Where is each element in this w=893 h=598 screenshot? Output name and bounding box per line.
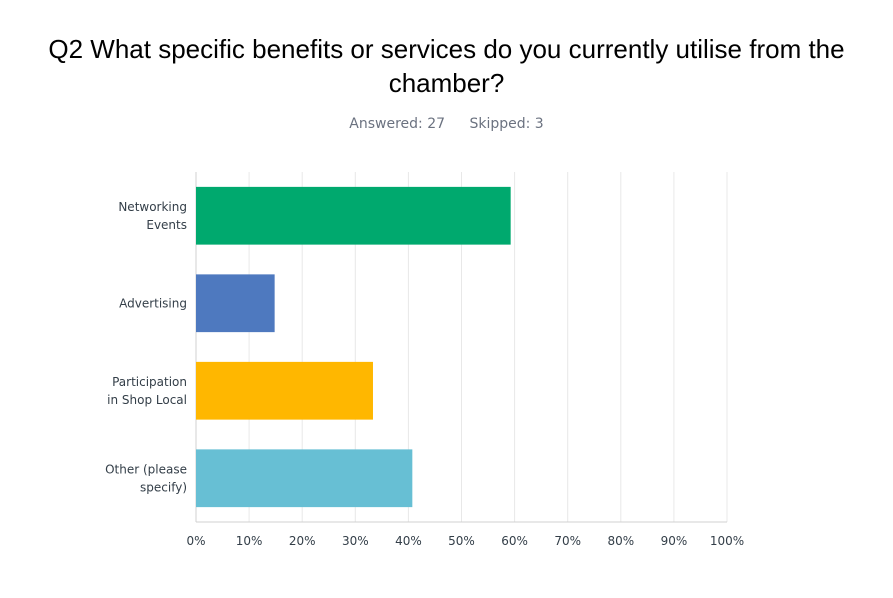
category-label: Participation bbox=[112, 375, 187, 389]
x-tick-label: 90% bbox=[661, 534, 688, 548]
skipped-count: Skipped: 3 bbox=[469, 116, 544, 132]
answered-count: Answered: 27 bbox=[349, 116, 446, 132]
category-label: Events bbox=[146, 218, 187, 232]
x-tick-label: 10% bbox=[236, 534, 263, 548]
category-label: Other (please bbox=[105, 462, 187, 476]
x-tick-label: 20% bbox=[289, 534, 316, 548]
x-tick-label: 0% bbox=[186, 534, 205, 548]
x-tick-label: 70% bbox=[554, 534, 581, 548]
bar bbox=[196, 186, 511, 245]
category-label: in Shop Local bbox=[107, 393, 187, 407]
bar bbox=[196, 449, 413, 508]
category-label: Advertising bbox=[119, 296, 187, 310]
category-label: Networking bbox=[118, 200, 187, 214]
bar bbox=[196, 274, 275, 333]
x-tick-label: 80% bbox=[607, 534, 634, 548]
x-tick-label: 30% bbox=[342, 534, 369, 548]
response-stats: Answered: 27 Skipped: 3 bbox=[0, 116, 893, 132]
bar bbox=[196, 361, 373, 420]
x-tick-label: 100% bbox=[710, 534, 744, 548]
x-tick-label: 40% bbox=[395, 534, 422, 548]
category-label: specify) bbox=[140, 480, 187, 494]
x-tick-label: 60% bbox=[501, 534, 528, 548]
question-title: Q2 What specific benefits or services do… bbox=[48, 34, 845, 98]
x-tick-label: 50% bbox=[448, 534, 475, 548]
